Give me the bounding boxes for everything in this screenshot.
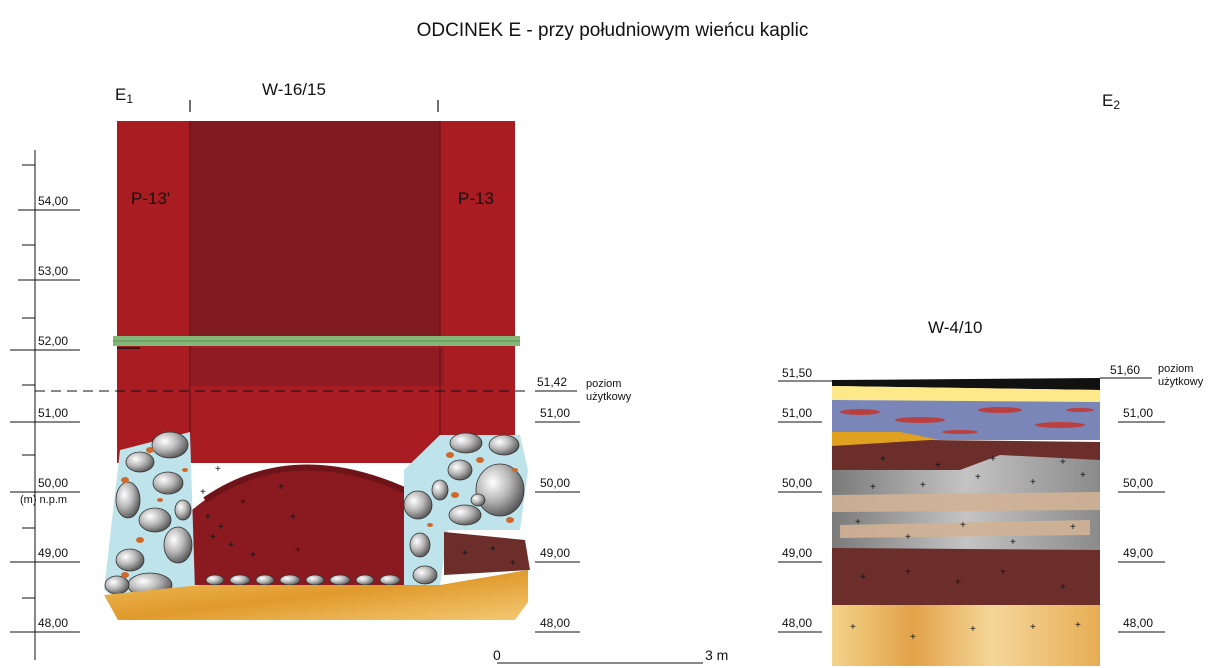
right-left-scale-51: 51,00 [782,406,812,420]
svg-text:+: + [860,572,866,583]
right-right-scale-49: 49,00 [1123,546,1153,560]
left-scale-48: 48,00 [38,616,68,630]
section-e1-label: E1 [115,85,133,106]
svg-text:+: + [510,558,516,569]
svg-text:+: + [1010,537,1016,548]
svg-text:+: + [955,577,961,588]
svg-text:+: + [990,454,996,465]
svg-text:+: + [910,632,916,643]
section-e2-label: E2 [1102,91,1120,112]
left-scale-53: 53,00 [38,264,68,278]
right-left-scale-50: 50,00 [782,476,812,490]
svg-text:+: + [240,497,246,508]
svg-text:+: + [1060,582,1066,593]
svg-text:+: + [1000,567,1006,578]
svg-text:+: + [1030,477,1036,488]
svg-text:+: + [850,622,856,633]
mid-scale-49: 49,00 [540,546,570,560]
svg-text:+: + [855,517,861,528]
right-right-scale-50: 50,00 [1123,476,1153,490]
svg-text:+: + [215,464,221,475]
section-e2: E2 W-4/10 + + + + + + + + + + + + + + + + + + + + + + +… [832,91,1120,666]
brick-fragments [121,447,518,578]
svg-text:+: + [1030,622,1036,633]
clay-layer-left [444,532,530,575]
svg-text:+: + [960,520,966,531]
right-left-scale-51-50: 51,50 [782,366,812,380]
right-right-scale-51: 51,00 [1123,406,1153,420]
right-left-scale-49: 49,00 [782,546,812,560]
mid-scale-48: 48,00 [540,616,570,630]
section-e1: E1 W-16/15 P-13' P-13 +++ ++ + +++ ++ [35,80,632,620]
svg-text:+: + [205,512,211,523]
mid-scale-51: 51,00 [540,406,570,420]
svg-text:+: + [462,548,468,559]
left-scale-50: 50,00 [38,476,68,490]
mid-elevation-ticks [535,421,580,633]
svg-text:+: + [1075,620,1081,631]
left-scale-51: 51,00 [38,406,68,420]
svg-text:+: + [870,482,876,493]
usage-level-value-left: 51,42 [537,375,567,389]
left-scale-52: 52,00 [38,334,68,348]
left-elevation-scale [10,150,80,660]
yellow-layer [832,386,1100,402]
svg-text:+: + [278,482,284,493]
clay-lower [832,548,1100,605]
svg-text:+: + [1060,457,1066,468]
svg-text:+: + [228,540,234,551]
left-scale-49: 49,00 [38,546,68,560]
svg-text:+: + [250,550,256,561]
svg-text:+: + [975,472,981,483]
mid-scale-50: 50,00 [540,476,570,490]
svg-text:+: + [970,624,976,635]
svg-text:+: + [218,522,224,533]
right-usage-level-text1: poziom [1158,363,1193,375]
right-right-scale-48: 48,00 [1123,616,1153,630]
figure-title: ODCINEK E - przy południowym wieńcu kapl… [416,20,809,41]
pillar-label-p13-prime: P-13' [131,189,170,208]
scale-bar: 0 3 m [493,647,728,664]
sand-layer-left [104,570,528,620]
scalebar-start: 0 [493,647,501,663]
svg-text:+: + [880,454,886,465]
svg-text:+: + [490,544,496,555]
svg-text:+: + [210,532,216,543]
svg-text:+: + [920,480,926,491]
right-elevation-ticks [778,377,1165,633]
svg-text:+: + [295,545,301,556]
right-left-scale-48: 48,00 [782,616,812,630]
right-usage-level-value: 51,60 [1110,363,1140,377]
usage-level-text2-left: użytkowy [586,391,632,403]
datum-label: (m) n.p.m [20,494,67,506]
svg-text:+: + [1080,470,1086,481]
left-scale-54: 54,00 [38,194,68,208]
svg-text:+: + [905,567,911,578]
wall-label-w4-10: W-4/10 [928,318,983,337]
brick-wall-recess [190,121,440,336]
svg-text:+: + [200,487,206,498]
scalebar-end: 3 m [705,647,728,663]
wall-label-w16-15: W-16/15 [262,80,326,99]
stones [104,431,525,598]
foundation-arch [192,465,432,585]
svg-text:+: + [905,532,911,543]
svg-text:+: + [290,512,296,523]
sand-layer-right [832,605,1100,666]
svg-text:+: + [1070,522,1076,533]
pillar-label-p13: P-13 [458,189,494,208]
right-usage-level-text2: użytkowy [1158,376,1204,388]
usage-level-text-left: poziom [586,378,621,390]
svg-text:+: + [935,460,941,471]
